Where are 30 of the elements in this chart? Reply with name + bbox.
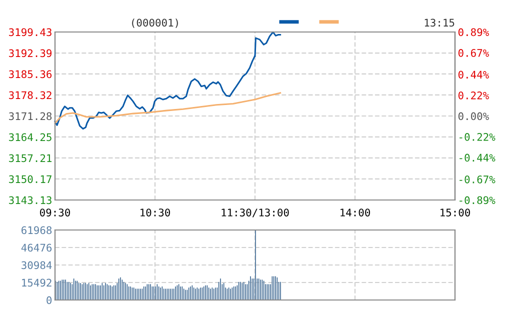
y-tick-label: 46476 [21, 244, 52, 252]
y-tick-label: 3171.28 [9, 112, 52, 120]
y-tick-label: 15492 [22, 278, 52, 287]
y-tick-label: 3192.39 [9, 49, 52, 58]
text: 0.22% [458, 91, 489, 100]
y-tick-label: 3150.17 [9, 175, 52, 184]
text: 0.44% [458, 70, 489, 79]
text: -0.67% [460, 175, 496, 184]
text: -0.89% [460, 196, 496, 204]
y-tick-label: 3143.13 [9, 196, 52, 204]
y-tick-label: 3185.36 [9, 70, 52, 78]
text: -0.44% [460, 154, 496, 162]
x-tick-label: 14:00 [340, 208, 370, 216]
text: 13:15 [424, 18, 454, 27]
text: (000001) [132, 18, 178, 28]
text: 0.89% [458, 28, 489, 36]
y-tick-label: 3157.21 [9, 154, 52, 162]
x-tick-label: 11:30/13:00 [222, 208, 289, 218]
text: 0.67% [458, 49, 489, 57]
x-tick-label: 09:30 [40, 208, 70, 216]
text: -0.22% [460, 133, 496, 141]
y-tick-label: 0 [46, 296, 52, 304]
y-tick-label: 3199.43 [9, 28, 52, 36]
y-tick-label: 3178.32 [9, 91, 52, 100]
y-tick-label: 30984 [22, 261, 52, 270]
x-tick-label: 15:00 [440, 208, 470, 216]
text: 0.00% [458, 112, 489, 120]
x-tick-label: 10:30 [140, 208, 170, 216]
y-tick-label: 3164.25 [9, 133, 52, 142]
y-tick-label: 61968 [22, 226, 52, 234]
